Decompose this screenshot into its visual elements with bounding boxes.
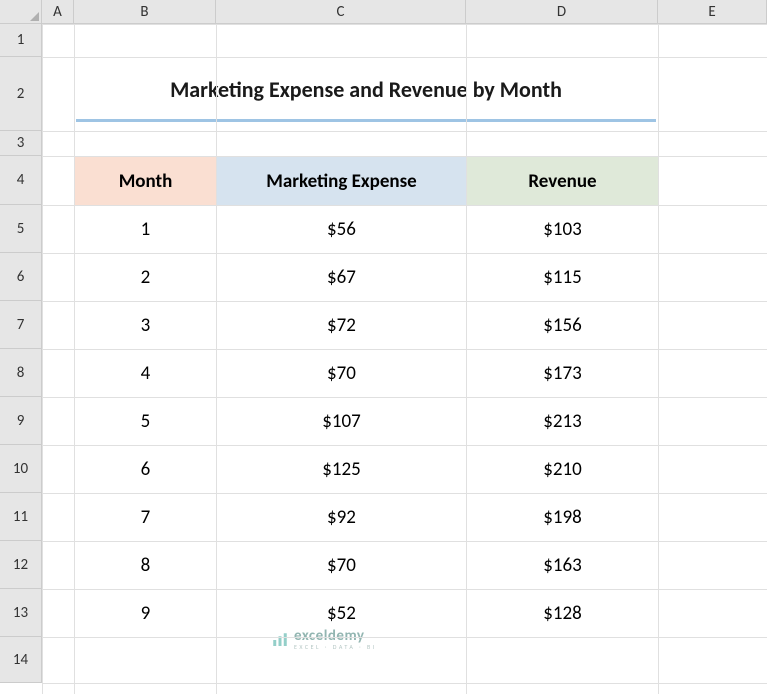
gridline-h <box>42 683 767 684</box>
gridline-h <box>42 205 767 206</box>
cell-expense[interactable]: $70 <box>217 542 467 590</box>
col-header-c[interactable]: C <box>216 0 466 23</box>
cell-expense[interactable]: $125 <box>217 446 467 494</box>
table-row: 6$125$210 <box>75 446 659 494</box>
col-header-a[interactable]: A <box>42 0 74 23</box>
watermark-icon <box>271 631 289 649</box>
cell-revenue[interactable]: $163 <box>467 542 659 590</box>
gridline-h <box>42 57 767 58</box>
col-header-d[interactable]: D <box>466 0 658 23</box>
table-row: 3$72$156 <box>75 302 659 350</box>
table-header-row: Month Marketing Expense Revenue <box>75 157 659 206</box>
table-row: 4$70$173 <box>75 350 659 398</box>
spreadsheet-container: ABCDE 1234567891011121314 Marketing Expe… <box>0 0 767 694</box>
cell-revenue[interactable]: $210 <box>467 446 659 494</box>
watermark-sub: EXCEL · DATA · BI <box>294 644 377 650</box>
gridline-h <box>42 131 767 132</box>
gridline-v <box>74 24 75 694</box>
table-row: 5$107$213 <box>75 398 659 446</box>
cell-revenue[interactable]: $213 <box>467 398 659 446</box>
page-title: Marketing Expense and Revenue by Month <box>74 57 658 121</box>
cell-expense[interactable]: $72 <box>217 302 467 350</box>
gridline-v <box>658 24 659 694</box>
col-header-e[interactable]: E <box>658 0 767 23</box>
col-header-b[interactable]: B <box>74 0 216 23</box>
row-header-13[interactable]: 13 <box>0 589 42 637</box>
cell-revenue[interactable]: $173 <box>467 350 659 398</box>
gridline-h <box>42 253 767 254</box>
title-underline <box>76 119 656 122</box>
row-header-1[interactable]: 1 <box>0 24 42 57</box>
cell-month[interactable]: 6 <box>75 446 217 494</box>
row-header-8[interactable]: 8 <box>0 349 42 397</box>
cell-expense[interactable]: $70 <box>217 350 467 398</box>
cell-expense[interactable]: $92 <box>217 494 467 542</box>
row-header-12[interactable]: 12 <box>0 541 42 589</box>
cell-month[interactable]: 2 <box>75 254 217 302</box>
page-title-text: Marketing Expense and Revenue by Month <box>170 76 562 103</box>
row-header-11[interactable]: 11 <box>0 493 42 541</box>
gridline-h <box>42 24 767 25</box>
gridline-h <box>42 445 767 446</box>
row-header-9[interactable]: 9 <box>0 397 42 445</box>
gridline-h <box>42 301 767 302</box>
cell-month[interactable]: 7 <box>75 494 217 542</box>
cell-revenue[interactable]: $128 <box>467 590 659 638</box>
row-headers-column: 1234567891011121314 <box>0 24 42 683</box>
gridline-h <box>42 397 767 398</box>
cell-month[interactable]: 9 <box>75 590 217 638</box>
gridline-h <box>42 349 767 350</box>
watermark-text-group: exceldemy EXCEL · DATA · BI <box>294 629 377 650</box>
row-header-10[interactable]: 10 <box>0 445 42 493</box>
cell-revenue[interactable]: $198 <box>467 494 659 542</box>
sheet-area[interactable]: Marketing Expense and Revenue by Month M… <box>42 24 767 694</box>
gridline-h <box>42 637 767 638</box>
gridline-v <box>42 24 43 694</box>
gridline-h <box>42 589 767 590</box>
cell-month[interactable]: 3 <box>75 302 217 350</box>
gridline-h <box>42 156 767 157</box>
gridline-h <box>42 541 767 542</box>
cell-month[interactable]: 5 <box>75 398 217 446</box>
cell-expense[interactable]: $107 <box>217 398 467 446</box>
gridline-v <box>466 24 467 694</box>
gridline-v <box>216 24 217 694</box>
row-header-5[interactable]: 5 <box>0 205 42 253</box>
column-headers-row: ABCDE <box>0 0 767 24</box>
header-revenue[interactable]: Revenue <box>467 157 659 206</box>
watermark: exceldemy EXCEL · DATA · BI <box>271 629 377 650</box>
row-header-4[interactable]: 4 <box>0 156 42 205</box>
row-header-14[interactable]: 14 <box>0 637 42 683</box>
row-header-7[interactable]: 7 <box>0 301 42 349</box>
cell-month[interactable]: 4 <box>75 350 217 398</box>
cell-expense[interactable]: $67 <box>217 254 467 302</box>
cell-revenue[interactable]: $103 <box>467 206 659 254</box>
row-header-6[interactable]: 6 <box>0 253 42 301</box>
select-all-corner[interactable] <box>0 0 42 24</box>
cell-expense[interactable]: $56 <box>217 206 467 254</box>
table-row: 1$56$103 <box>75 206 659 254</box>
row-header-2[interactable]: 2 <box>0 57 42 131</box>
table-row: 7$92$198 <box>75 494 659 542</box>
row-header-3[interactable]: 3 <box>0 131 42 156</box>
cell-revenue[interactable]: $115 <box>467 254 659 302</box>
cell-month[interactable]: 1 <box>75 206 217 254</box>
gridline-h <box>42 493 767 494</box>
header-month[interactable]: Month <box>75 157 217 206</box>
table-row: 8$70$163 <box>75 542 659 590</box>
header-expense[interactable]: Marketing Expense <box>217 157 467 206</box>
cell-month[interactable]: 8 <box>75 542 217 590</box>
table-row: 2$67$115 <box>75 254 659 302</box>
cell-revenue[interactable]: $156 <box>467 302 659 350</box>
